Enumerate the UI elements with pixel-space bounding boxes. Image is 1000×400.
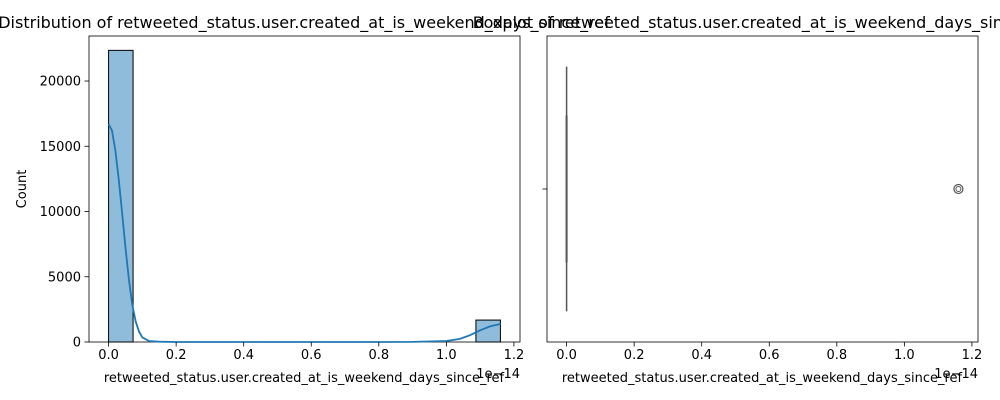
histogram-panel: 0.0 0.2 0.4 0.6 0.8 1.0 1.2 0 5000 10000 15000 200…: [0, 13, 610, 386]
boxplot-marks: [565, 66, 964, 312]
x-tick-label: 1.0: [436, 348, 457, 363]
x-tick-label: 0.6: [759, 348, 780, 363]
box-outlier-inner: [955, 186, 962, 192]
histogram-y-label: Count: [15, 170, 30, 209]
x-tick-label: 0.4: [691, 348, 712, 363]
y-tick-label: 0: [73, 336, 81, 351]
histogram-y-ticks: 0 5000 10000 15000 20000: [40, 75, 89, 351]
histogram-plot-area: [88, 35, 521, 343]
box-outlier: [953, 183, 964, 195]
boxplot-plot-area: [546, 35, 979, 343]
x-tick-label: 0.0: [98, 348, 119, 363]
y-tick-label: 10000: [40, 205, 81, 220]
kde-curve: [107, 123, 501, 343]
x-tick-label: 0.2: [624, 348, 645, 363]
histogram-x-ticks: 0.0 0.2 0.4 0.6 0.8 1.0 1.2: [98, 342, 524, 363]
x-tick-label: 0.2: [166, 348, 187, 363]
y-tick-label: 5000: [48, 270, 81, 285]
boxplot-panel: 0.0 0.2 0.4 0.6 0.8 1.0 1.2 Boxplot of retweet…: [473, 13, 1000, 386]
histogram-x-offset-label: 1e−14: [476, 367, 520, 382]
boxplot-x-label: retweeted_status.user.created_at_is_week…: [562, 371, 963, 386]
histogram-title: Distribution of retweeted_status.user.cr…: [0, 13, 610, 33]
histogram-x-label: retweeted_status.user.created_at_is_week…: [104, 371, 505, 386]
x-tick-label: 0.6: [301, 348, 322, 363]
boxplot-x-offset-label: 1e−14: [934, 367, 978, 382]
x-tick-label: 0.0: [556, 348, 577, 363]
boxplot-title: Boxplot of retweeted_status.user.created…: [473, 13, 1000, 33]
y-tick-label: 20000: [40, 75, 81, 90]
x-tick-label: 0.8: [826, 348, 847, 363]
x-tick-label: 0.8: [368, 348, 389, 363]
y-tick-label: 15000: [40, 140, 81, 155]
x-tick-label: 1.2: [504, 348, 525, 363]
x-tick-label: 1.2: [962, 348, 983, 363]
x-tick-label: 1.0: [894, 348, 915, 363]
x-tick-label: 0.4: [233, 348, 254, 363]
boxplot-x-ticks: 0.0 0.2 0.4 0.6 0.8 1.0 1.2: [556, 342, 982, 363]
